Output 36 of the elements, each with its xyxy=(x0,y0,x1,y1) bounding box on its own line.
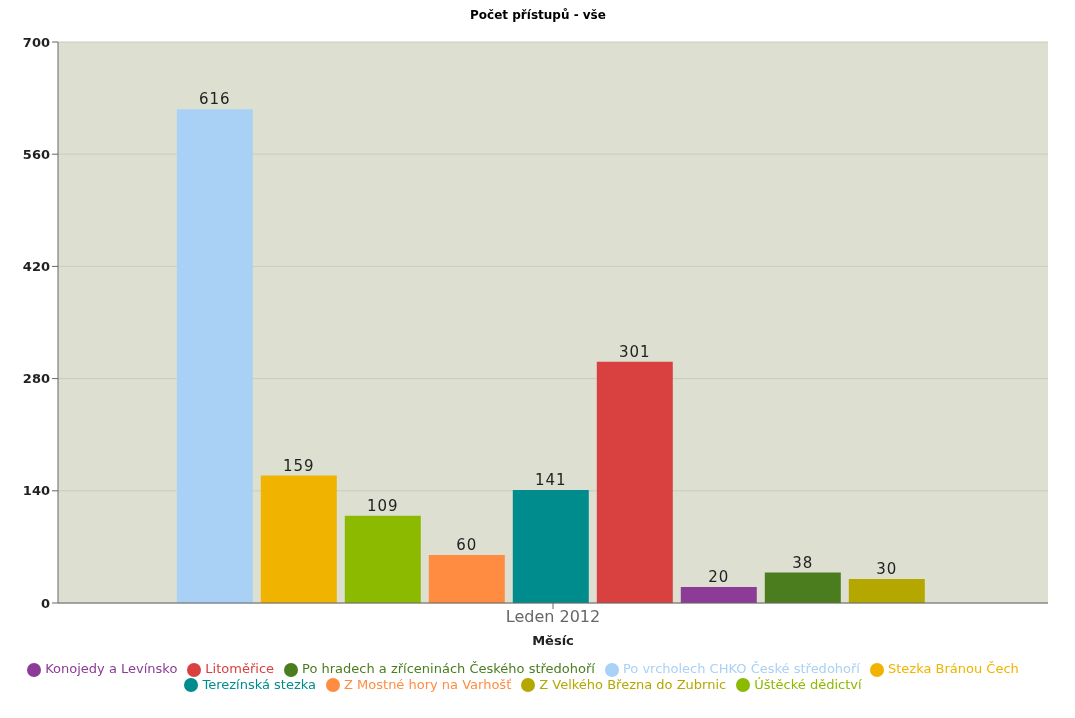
bar xyxy=(260,475,337,603)
y-tick-label: 420 xyxy=(22,259,50,275)
bar xyxy=(512,490,589,603)
y-tick-label: 0 xyxy=(40,595,50,611)
legend-label: Stezka Bránou Čech xyxy=(887,661,1019,676)
data-label: 616 xyxy=(198,90,231,109)
data-label: 301 xyxy=(618,342,651,361)
data-label: 60 xyxy=(456,535,478,554)
x-axis-title: Měsíc xyxy=(532,633,574,648)
x-tick-label: Leden 2012 xyxy=(505,607,601,627)
legend-label: Z Velkého Března do Zubrnic xyxy=(539,676,727,692)
bar xyxy=(428,554,505,603)
legend-label: Z Mostné hory na Varhošť xyxy=(344,676,512,692)
legend-label: Terezínská stezka xyxy=(202,676,317,692)
chart-title: Počet přístupů - vše xyxy=(469,8,607,22)
y-tick-label: 560 xyxy=(22,146,50,162)
data-label: 20 xyxy=(708,567,730,586)
data-label: 141 xyxy=(534,471,567,489)
bar xyxy=(176,109,253,603)
data-label: 30 xyxy=(876,559,898,578)
y-tick-label: 700 xyxy=(22,34,50,50)
legend-label: Konojedy a Levínsko xyxy=(45,661,178,676)
legend-label: Po hradech a zříceninách Českého středohoří xyxy=(302,661,595,676)
bar xyxy=(764,572,841,603)
legend-label: Úštěcké dědictví xyxy=(754,676,862,692)
data-label: 159 xyxy=(282,456,315,475)
bar xyxy=(848,578,925,603)
data-label: 109 xyxy=(366,496,399,515)
legend-label: Litoměřice xyxy=(205,661,275,676)
y-tick-label: 280 xyxy=(22,371,50,387)
y-tick-label: 140 xyxy=(22,483,50,499)
data-label: 38 xyxy=(792,553,814,572)
bar xyxy=(680,586,757,603)
bar xyxy=(596,361,673,603)
legend-label: Po vrcholech CHKO České středohoří xyxy=(622,661,860,676)
bar xyxy=(344,515,421,603)
